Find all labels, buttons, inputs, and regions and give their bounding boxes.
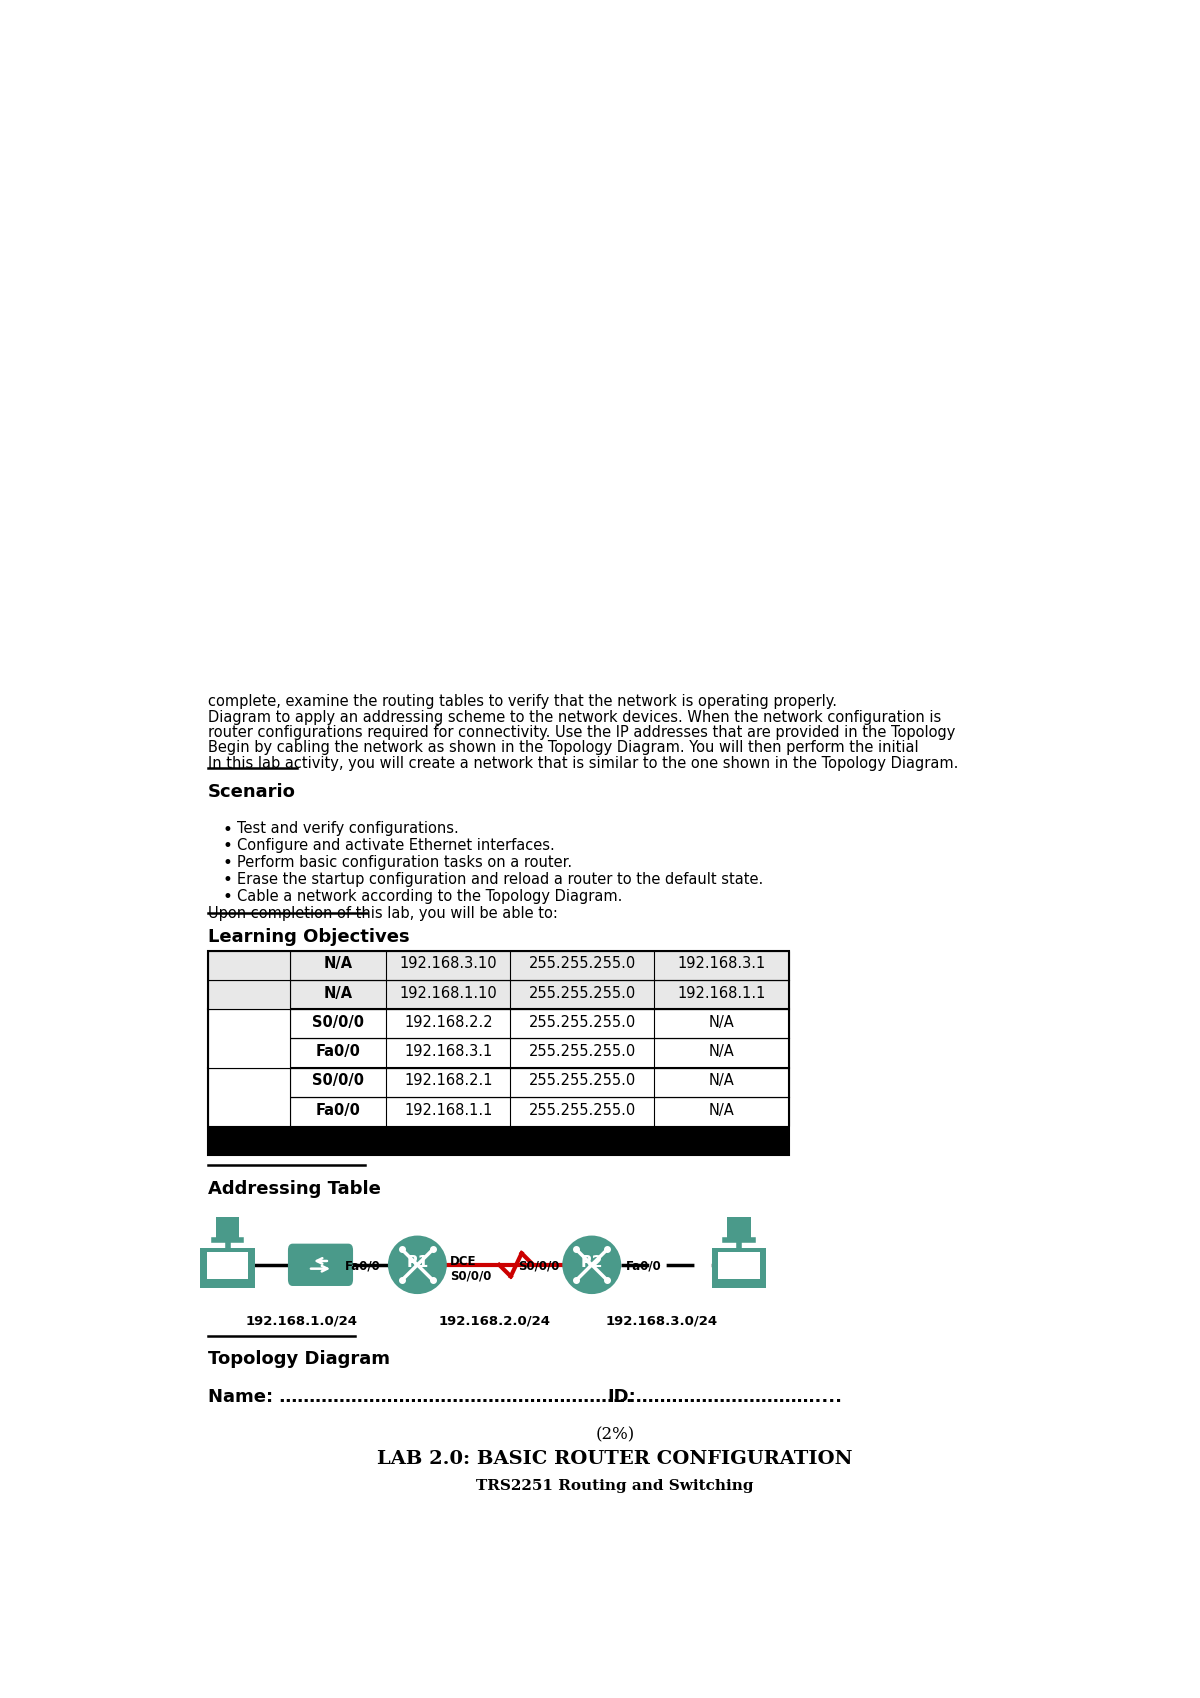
Text: Name: …………………………………………………..: Name: …………………………………………………..: [208, 1387, 632, 1406]
Text: N/A: N/A: [709, 1073, 734, 1088]
Bar: [718, 1251, 760, 1280]
Text: 192.168.3.0/24: 192.168.3.0/24: [606, 1314, 718, 1328]
Bar: [208, 980, 289, 1009]
Text: Erase the startup configuration and reload a router to the default state.: Erase the startup configuration and relo…: [236, 873, 763, 886]
FancyBboxPatch shape: [288, 1243, 353, 1285]
Text: 192.168.1.1: 192.168.1.1: [677, 985, 766, 1000]
Text: Subnet Mask: Subnet Mask: [527, 1133, 637, 1146]
Text: R2: R2: [581, 1255, 604, 1270]
Text: Scenario: Scenario: [208, 783, 296, 801]
Text: (2%): (2%): [595, 1426, 635, 1443]
Bar: [208, 1068, 289, 1126]
Text: Learning Objectives: Learning Objectives: [208, 927, 409, 946]
Text: Upon completion of this lab, you will be able to:: Upon completion of this lab, you will be…: [208, 907, 558, 920]
Bar: [208, 951, 790, 1155]
Text: S0/0/0: S0/0/0: [450, 1268, 491, 1282]
Text: S0/0/0: S0/0/0: [518, 1260, 559, 1274]
Text: N/A: N/A: [709, 1015, 734, 1029]
Bar: [208, 980, 790, 1009]
Text: 192.168.3.10: 192.168.3.10: [400, 956, 497, 971]
Text: N/A: N/A: [709, 1044, 734, 1060]
Text: Begin by cabling the network as shown in the Topology Diagram. You will then per: Begin by cabling the network as shown in…: [208, 740, 919, 756]
Text: 192.168.2.1: 192.168.2.1: [404, 1073, 493, 1088]
Text: Addressing Table: Addressing Table: [208, 1180, 382, 1199]
Text: N/A: N/A: [709, 1102, 734, 1117]
Ellipse shape: [388, 1236, 446, 1294]
Text: Test and verify configurations.: Test and verify configurations.: [236, 822, 458, 837]
Text: S0/0/0: S0/0/0: [312, 1015, 364, 1029]
Text: Subnet Mask: Subnet Mask: [527, 1133, 637, 1146]
Bar: [216, 1217, 239, 1238]
Bar: [200, 1248, 254, 1287]
Text: In this lab activity, you will create a network that is similar to the one shown: In this lab activity, you will create a …: [208, 756, 959, 771]
Text: 192.168.3.1: 192.168.3.1: [404, 1044, 492, 1060]
Text: TRS2251 Routing and Switching: TRS2251 Routing and Switching: [476, 1479, 754, 1493]
Text: Device: Device: [220, 1133, 277, 1146]
Text: •: •: [222, 854, 233, 873]
Text: PC2: PC2: [233, 956, 265, 971]
Text: Topology Diagram: Topology Diagram: [208, 1350, 390, 1367]
Text: R2: R2: [238, 1029, 260, 1044]
Bar: [208, 1009, 289, 1068]
Text: R1: R1: [407, 1255, 428, 1270]
Text: Def. Gateway: Def. Gateway: [665, 1133, 779, 1146]
Text: Interface: Interface: [299, 1133, 377, 1146]
Text: Fa0/0: Fa0/0: [316, 1044, 360, 1060]
Text: router configurations required for connectivity. Use the IP addresses that are p: router configurations required for conne…: [208, 725, 955, 740]
Text: 192.168.1.1: 192.168.1.1: [404, 1102, 492, 1117]
Text: 255.255.255.0: 255.255.255.0: [528, 1015, 636, 1029]
Text: Perform basic configuration tasks on a router.: Perform basic configuration tasks on a r…: [236, 856, 572, 869]
Text: Fa0/0: Fa0/0: [316, 1102, 360, 1117]
Text: 255.255.255.0: 255.255.255.0: [528, 1102, 636, 1117]
Text: S0/0/0: S0/0/0: [312, 1073, 364, 1088]
Text: 255.255.255.0: 255.255.255.0: [528, 1073, 636, 1088]
Text: •: •: [222, 837, 233, 856]
Text: Device: Device: [220, 1133, 277, 1146]
Text: N/A: N/A: [323, 985, 353, 1000]
Text: Cable a network according to the Topology Diagram.: Cable a network according to the Topolog…: [236, 890, 622, 903]
Bar: [208, 1097, 790, 1126]
Text: R1: R1: [238, 1088, 260, 1104]
Text: 255.255.255.0: 255.255.255.0: [528, 1044, 636, 1060]
Bar: [208, 1039, 790, 1068]
Text: Fa0/0: Fa0/0: [344, 1260, 380, 1274]
Bar: [206, 1251, 248, 1280]
Bar: [208, 951, 790, 980]
Text: 192.168.1.0/24: 192.168.1.0/24: [245, 1314, 358, 1328]
Text: PC2: PC2: [724, 1260, 754, 1274]
Text: •: •: [222, 871, 233, 890]
Bar: [208, 1009, 790, 1039]
Bar: [208, 1068, 790, 1097]
Text: 255.255.255.0: 255.255.255.0: [528, 956, 636, 971]
Text: LAB 2.0: BASIC ROUTER CONFIGURATION: LAB 2.0: BASIC ROUTER CONFIGURATION: [377, 1450, 853, 1467]
Text: Diagram to apply an addressing scheme to the network devices. When the network c: Diagram to apply an addressing scheme to…: [208, 710, 941, 725]
Text: •: •: [222, 888, 233, 907]
Text: 192.168.2.0/24: 192.168.2.0/24: [439, 1314, 551, 1328]
Bar: [208, 1126, 790, 1155]
Bar: [208, 951, 289, 980]
Text: Fa0/0: Fa0/0: [626, 1260, 661, 1274]
Text: ID:…………………………....: ID:…………………………....: [607, 1387, 842, 1406]
Text: DCE: DCE: [450, 1255, 476, 1268]
Text: 192.168.2.2: 192.168.2.2: [404, 1015, 493, 1029]
Text: 192.168.3.1: 192.168.3.1: [678, 956, 766, 971]
Text: Def. Gateway: Def. Gateway: [665, 1133, 779, 1146]
Text: •: •: [222, 820, 233, 839]
Ellipse shape: [563, 1236, 622, 1294]
Text: Interface: Interface: [299, 1133, 377, 1146]
Text: 192.168.1.10: 192.168.1.10: [400, 985, 497, 1000]
Text: Configure and activate Ethernet interfaces.: Configure and activate Ethernet interfac…: [236, 839, 554, 852]
Bar: [727, 1217, 751, 1238]
Bar: [208, 1126, 790, 1155]
Text: complete, examine the routing tables to verify that the network is operating pro: complete, examine the routing tables to …: [208, 694, 838, 710]
Text: N/A: N/A: [323, 956, 353, 971]
Text: PC1: PC1: [233, 985, 265, 1000]
Text: PC1: PC1: [212, 1260, 242, 1274]
Text: IP Address: IP Address: [403, 1133, 494, 1146]
Text: IP Address: IP Address: [403, 1133, 494, 1146]
Bar: [712, 1248, 766, 1287]
Text: 255.255.255.0: 255.255.255.0: [528, 985, 636, 1000]
